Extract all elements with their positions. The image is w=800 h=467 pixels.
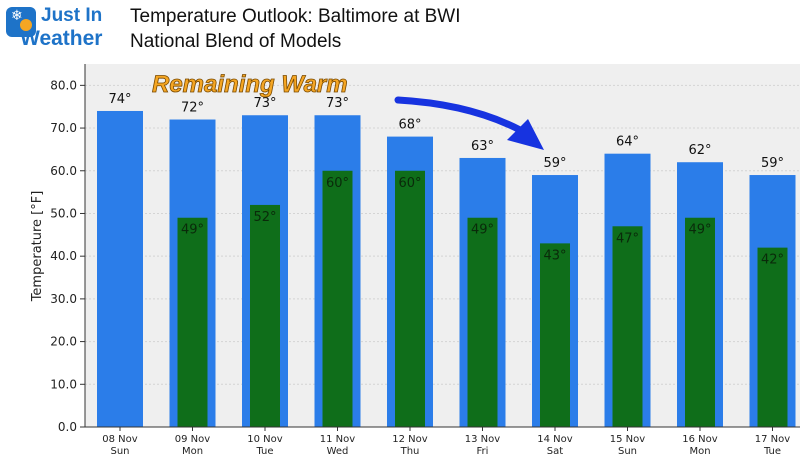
high-temp-label: 68° (398, 118, 421, 133)
x-tick-date: 12 Nov (392, 434, 428, 445)
y-tick-label: 60.0 (50, 164, 77, 178)
y-axis-label: Temperature [°F] (30, 191, 45, 303)
y-tick-label: 10.0 (50, 377, 77, 391)
x-tick-day: Sat (547, 446, 563, 457)
snowflake-icon: ❄ (11, 8, 23, 24)
low-temp-label: 47° (616, 231, 639, 246)
logo: ❄ Just In Weather (6, 5, 124, 53)
low-temp-bar (467, 217, 498, 427)
sun-icon (20, 19, 32, 31)
x-tick-day: Thu (400, 446, 420, 457)
x-tick-day: Tue (255, 446, 273, 457)
high-temp-label: 62° (688, 143, 711, 158)
y-tick-label: 30.0 (50, 292, 77, 306)
x-tick-date: 14 Nov (537, 434, 573, 445)
high-temp-label: 73° (253, 96, 276, 111)
x-tick-date: 16 Nov (682, 434, 718, 445)
low-temp-bar (322, 170, 353, 427)
x-tick-date: 09 Nov (175, 434, 211, 445)
y-tick-label: 80.0 (50, 78, 77, 92)
high-temp-label: 59° (543, 156, 566, 171)
x-tick-day: Mon (182, 446, 203, 457)
low-temp-bar (757, 247, 788, 427)
y-tick-label: 40.0 (50, 249, 77, 263)
arrow-icon (394, 96, 544, 150)
low-temp-bar (612, 226, 643, 427)
low-temp-bar (177, 217, 208, 427)
x-tick-day: Sun (110, 446, 129, 457)
low-temp-label: 60° (398, 176, 421, 191)
x-tick-date: 08 Nov (102, 434, 138, 445)
x-tick-day: Mon (689, 446, 710, 457)
low-temp-bar (395, 170, 425, 427)
remaining-warm-annotation: Remaining Warm (152, 71, 348, 98)
high-temp-label: 72° (181, 101, 204, 116)
y-tick-label: 20.0 (50, 335, 77, 349)
low-temp-label: 49° (181, 223, 204, 238)
x-tick-day: Tue (763, 446, 781, 457)
high-temp-label: 63° (471, 139, 494, 154)
x-tick-date: 15 Nov (610, 434, 646, 445)
chart-title: Temperature Outlook: Baltimore at BWI (130, 6, 461, 27)
low-temperature-bars: 49° 52° 60° 60° 49° 43° 47° 49° 42° (177, 170, 788, 427)
low-temp-label: 42° (761, 253, 784, 268)
logo-text-line2: Weather (20, 27, 103, 50)
x-tick-day: Wed (327, 446, 349, 457)
high-temp-label: 64° (616, 135, 639, 150)
x-tick-date: 10 Nov (247, 434, 283, 445)
low-temp-label: 49° (471, 223, 494, 238)
logo-text-line1: Just In (41, 5, 103, 26)
axes: 0.0 10.0 20.0 30.0 40.0 50.0 60.0 70.0 80.0 08 No… (50, 64, 800, 457)
high-temp-label: 73° (326, 96, 349, 111)
x-tick-date: 11 Nov (320, 434, 356, 445)
low-temp-bar (540, 243, 570, 427)
header: ❄ Just In Weather Temperature Outlook: B… (0, 0, 800, 60)
x-tick-day: Fri (477, 446, 489, 457)
y-tick-label: 0.0 (58, 420, 77, 434)
high-temp-bar (97, 110, 143, 427)
chart-subtitle: National Blend of Models (130, 31, 342, 52)
low-temp-label: 43° (543, 248, 566, 263)
x-tick-day: Sun (618, 446, 637, 457)
low-temp-label: 49° (688, 223, 711, 238)
low-temp-bar (250, 204, 280, 427)
low-temp-bar (685, 217, 715, 427)
x-tick-date: 17 Nov (755, 434, 791, 445)
high-temp-label: 74° (108, 92, 131, 107)
low-temp-label: 60° (326, 176, 349, 191)
y-tick-label: 70.0 (50, 121, 77, 135)
x-tick-date: 13 Nov (465, 434, 501, 445)
y-tick-label: 50.0 (50, 206, 77, 220)
low-temp-label: 52° (253, 210, 276, 225)
high-temp-label: 59° (761, 156, 784, 171)
logo-badge: ❄ (6, 7, 36, 37)
